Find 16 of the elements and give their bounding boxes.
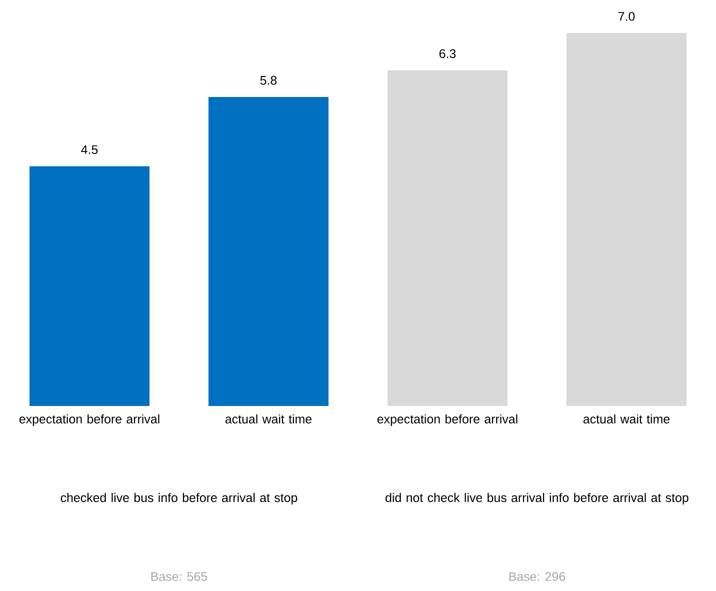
text: Base: 296	[509, 572, 566, 581]
text: checked live bus info before arrival at stop	[60, 492, 298, 505]
x-tick-label: expectation before arrival	[19, 414, 160, 426]
data-label: 7.0	[618, 12, 635, 21]
x-tick-label: expectation before arrival	[377, 414, 518, 426]
text: did not check live bus arrival info before arrival at stop	[386, 492, 688, 505]
text: Base: 565	[151, 572, 208, 581]
x-tick-label: actual wait time	[225, 414, 312, 424]
data-label: 4.5	[81, 145, 98, 154]
data-label: 6.3	[439, 49, 456, 58]
bar	[30, 166, 150, 406]
x-tick-label: actual wait time	[583, 414, 670, 424]
bar	[566, 33, 687, 406]
bar	[208, 96, 329, 406]
data-label: 5.8	[260, 76, 277, 85]
bar	[388, 70, 508, 406]
